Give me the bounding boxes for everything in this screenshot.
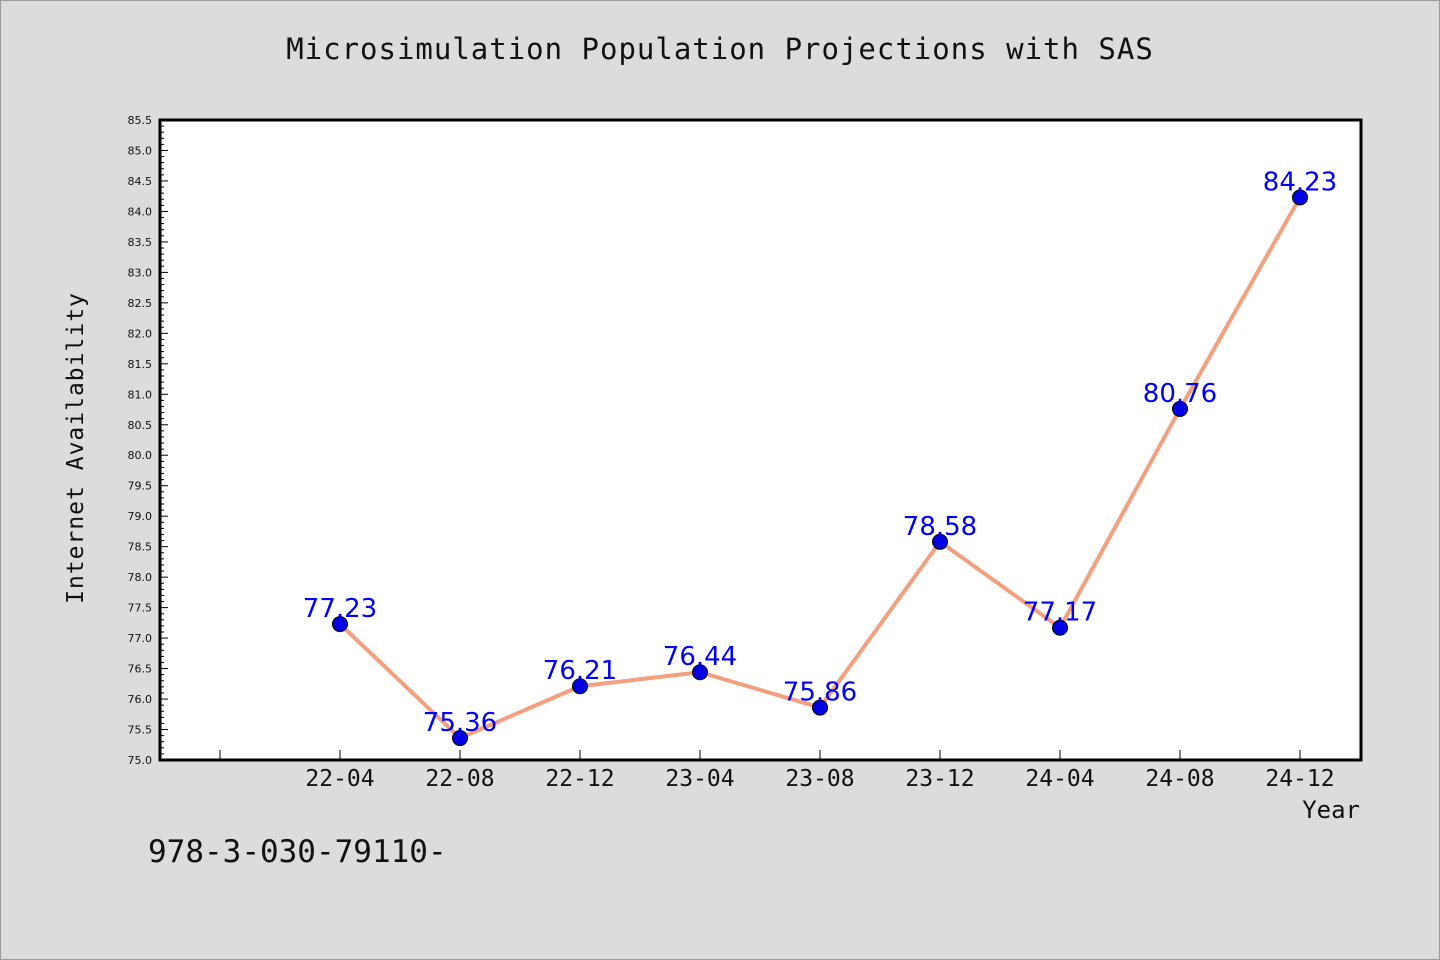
plot-area xyxy=(158,118,1363,762)
x-tick-label: 23-12 xyxy=(905,766,974,792)
y-axis: 75.0 75.5 76.0 76.5 77.0 77.5 78.0 78.5 79.0 79.5… xyxy=(128,114,168,767)
x-tick-label: 22-12 xyxy=(545,766,614,792)
data-point xyxy=(332,616,348,633)
data-point xyxy=(572,678,588,695)
y-tick-label: 75.5 xyxy=(128,724,153,737)
y-tick-label: 84.5 xyxy=(128,175,153,188)
x-tick-label: 23-08 xyxy=(785,766,854,792)
y-tick-label: 82.5 xyxy=(128,297,153,310)
y-tick-label: 80.0 xyxy=(128,449,153,462)
y-tick-label: 78.5 xyxy=(128,541,153,554)
y-tick-label: 80.5 xyxy=(128,419,153,432)
x-axis-label: Year xyxy=(1302,796,1360,824)
x-tick-label: 24-12 xyxy=(1265,766,1334,792)
data-label: 84.23 xyxy=(1263,167,1337,197)
y-tick-label: 81.0 xyxy=(128,388,153,401)
data-label: 75.36 xyxy=(423,708,497,738)
data-label: 80.76 xyxy=(1143,379,1217,409)
y-tick-label: 85.0 xyxy=(128,144,153,157)
data-point xyxy=(1292,189,1308,206)
data-label: 76.44 xyxy=(663,642,737,672)
x-tick-label: 24-04 xyxy=(1025,766,1094,792)
y-tick-label: 76.5 xyxy=(128,663,153,676)
y-tick-label: 79.5 xyxy=(128,480,153,493)
data-point xyxy=(452,730,468,747)
data-point xyxy=(692,664,708,681)
y-tick-label: 79.0 xyxy=(128,510,153,523)
y-tick-label: 82.0 xyxy=(128,327,153,340)
footer-isbn-text: 978-3-030-79110- xyxy=(148,834,447,870)
x-tick-label: 24-08 xyxy=(1145,766,1214,792)
data-point xyxy=(1172,400,1188,417)
series-group: 77.23 75.36 76.21 76.44 75.86 78.58 77.17 80.76… xyxy=(303,167,1337,747)
y-tick-label: 83.0 xyxy=(128,266,153,279)
data-label: 76.21 xyxy=(543,656,617,686)
x-axis: 22-04 22-08 22-12 23-04 23-08 23-12 24-04 24-08… xyxy=(219,750,1335,792)
x-tick-label: 23-04 xyxy=(665,766,734,792)
y-tick-label: 83.5 xyxy=(128,236,153,249)
y-tick-label: 84.0 xyxy=(128,205,153,218)
data-label: 75.86 xyxy=(783,678,857,708)
data-point xyxy=(1052,619,1068,636)
data-point xyxy=(812,699,828,716)
y-tick-label: 77.0 xyxy=(128,632,153,645)
y-tick-label: 81.5 xyxy=(128,358,153,371)
x-tick-label: 22-04 xyxy=(305,766,374,792)
data-label: 78.58 xyxy=(903,512,977,542)
y-tick-label: 75.0 xyxy=(128,754,153,767)
y-tick-label: 76.0 xyxy=(128,693,153,706)
x-tick-label: 22-08 xyxy=(425,766,494,792)
data-label: 77.23 xyxy=(303,594,377,624)
chart-title: Microsimulation Population Projections w… xyxy=(286,32,1154,66)
data-point xyxy=(932,533,948,550)
y-tick-label: 85.5 xyxy=(128,114,153,127)
y-tick-label: 78.0 xyxy=(128,571,153,584)
data-label: 77.17 xyxy=(1023,598,1097,628)
y-tick-label: 77.5 xyxy=(128,602,153,615)
